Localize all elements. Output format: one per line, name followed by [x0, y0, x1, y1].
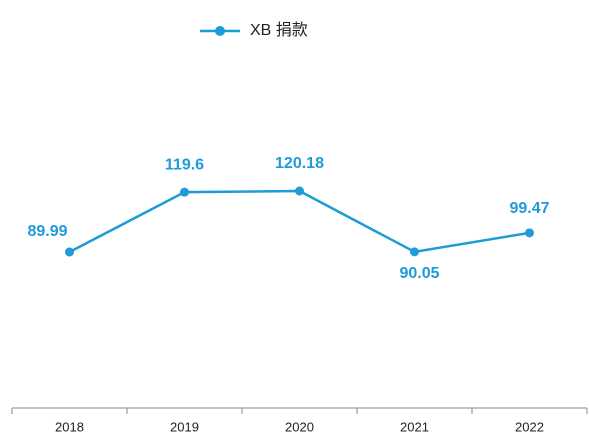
point [65, 247, 74, 257]
x-tick-label: 2020 [285, 419, 314, 433]
series-line [68, 189, 530, 254]
point [525, 228, 534, 238]
point [295, 186, 304, 196]
data-label: 89.99 [27, 223, 67, 240]
legend-text: XB 捐款 [250, 21, 308, 39]
x-tick-label: 2022 [515, 419, 544, 433]
point [180, 187, 189, 197]
data-label: 119.6 [165, 156, 204, 173]
data-label: 120.18 [275, 155, 324, 172]
x-tick-label: 2021 [400, 419, 429, 433]
x-tick-label: 2018 [55, 419, 84, 433]
data-label: 99.47 [509, 200, 549, 217]
x-tick-label: 2019 [170, 419, 199, 433]
point [410, 247, 419, 257]
legend-marker [215, 26, 225, 36]
data-label: 90.05 [399, 265, 439, 282]
